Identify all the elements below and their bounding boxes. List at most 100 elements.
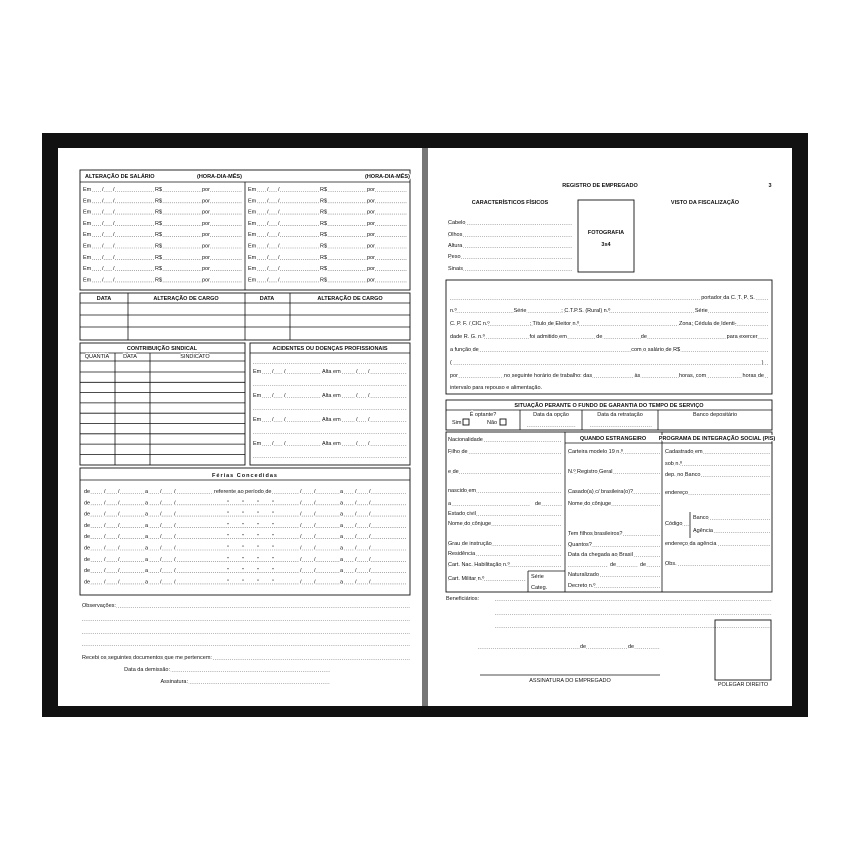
label: Cabelo — [448, 220, 465, 226]
label: / — [174, 523, 176, 529]
checkbox — [499, 418, 507, 426]
label: Em — [83, 244, 92, 250]
label: a — [145, 500, 149, 506]
label: / — [356, 369, 358, 375]
label: de — [535, 501, 541, 507]
label: de — [596, 334, 602, 340]
label: " — [242, 546, 244, 552]
label: por — [367, 277, 375, 283]
label: / — [160, 534, 162, 540]
label: Grau de instrução — [448, 541, 492, 547]
label: / — [369, 500, 371, 506]
label: " — [272, 512, 274, 518]
label: / — [174, 500, 176, 506]
label: a — [340, 579, 344, 585]
label: / — [368, 441, 370, 447]
label: de — [628, 644, 634, 650]
label: para exercer — [727, 334, 758, 340]
label: R$ — [320, 198, 327, 204]
label: Olhos — [448, 232, 463, 238]
label: R$ — [155, 210, 162, 216]
label: / — [369, 489, 371, 495]
label: R$ — [155, 266, 162, 272]
label: " — [227, 500, 229, 506]
label: a — [340, 546, 344, 552]
label: / — [118, 500, 120, 506]
label: Série — [695, 308, 708, 314]
label: / — [284, 369, 286, 375]
label: / — [300, 500, 302, 506]
label: / — [272, 417, 274, 423]
label: às — [634, 373, 640, 379]
label: Decreto n.º — [568, 582, 595, 589]
label: a — [340, 568, 344, 574]
label: / — [314, 489, 316, 495]
label: / — [267, 266, 269, 272]
label: a — [145, 546, 149, 552]
label: / — [113, 232, 115, 238]
label: / — [113, 221, 115, 227]
label: R$ — [155, 221, 162, 227]
right-page — [428, 148, 792, 706]
label: Data da demissão: — [124, 667, 170, 673]
label: / — [160, 512, 162, 518]
label: a função de — [450, 347, 479, 353]
label: por — [202, 232, 210, 238]
label: / — [113, 244, 115, 250]
label: a — [145, 489, 149, 495]
label: de — [610, 562, 616, 568]
label: 3 — [768, 183, 771, 189]
label: REGISTRO DE EMPREGADO — [562, 183, 638, 189]
label: de — [84, 489, 90, 495]
label: DATA — [97, 296, 111, 302]
label: R$ — [320, 255, 327, 261]
label: / — [355, 523, 357, 529]
label: / — [102, 221, 104, 227]
label: / — [118, 568, 120, 574]
label: / — [102, 210, 104, 216]
label: / — [278, 266, 280, 272]
label: Em — [248, 277, 257, 283]
label: a — [340, 512, 344, 518]
label: " — [272, 557, 274, 563]
label: / — [118, 512, 120, 518]
label: / — [284, 417, 286, 423]
label: / — [272, 369, 274, 375]
label: " — [227, 546, 229, 552]
label: / — [104, 500, 106, 506]
label: Código — [665, 521, 682, 527]
label: Em — [248, 255, 257, 261]
label: / — [300, 546, 302, 552]
label: por — [202, 244, 210, 250]
label: É optante? — [470, 411, 497, 418]
label: Não — [487, 420, 497, 426]
label: DATA — [123, 354, 137, 360]
label: / — [314, 512, 316, 518]
label: " — [257, 500, 259, 506]
label: " — [257, 546, 259, 552]
label: / — [113, 187, 115, 193]
label: no seguinte horário de trabalho: das — [504, 373, 592, 379]
label: / — [102, 198, 104, 204]
label: / — [355, 557, 357, 563]
label: PROGRAMA DE INTEGRAÇÃO SOCIAL (PIS) — [659, 435, 776, 442]
label: de — [84, 579, 90, 585]
label: Em — [83, 187, 92, 193]
label: com o salário de R$ — [631, 347, 680, 353]
label: / — [355, 500, 357, 506]
label: de — [580, 644, 586, 650]
label: R$ — [320, 244, 327, 250]
label: R$ — [320, 266, 327, 272]
label: Sim — [452, 420, 462, 426]
label: / — [356, 417, 358, 423]
label: ; C.T.P.S. (Rural) n.º — [561, 307, 610, 314]
label: n.º — [450, 307, 457, 314]
label: / — [174, 489, 176, 495]
label: e de — [448, 469, 459, 475]
label: de — [84, 546, 90, 552]
label: ALTERAÇÃO DE SALÁRIO — [85, 173, 155, 180]
label: " — [272, 579, 274, 585]
label: FOTOGRAFIA — [588, 230, 624, 236]
label: / — [102, 266, 104, 272]
